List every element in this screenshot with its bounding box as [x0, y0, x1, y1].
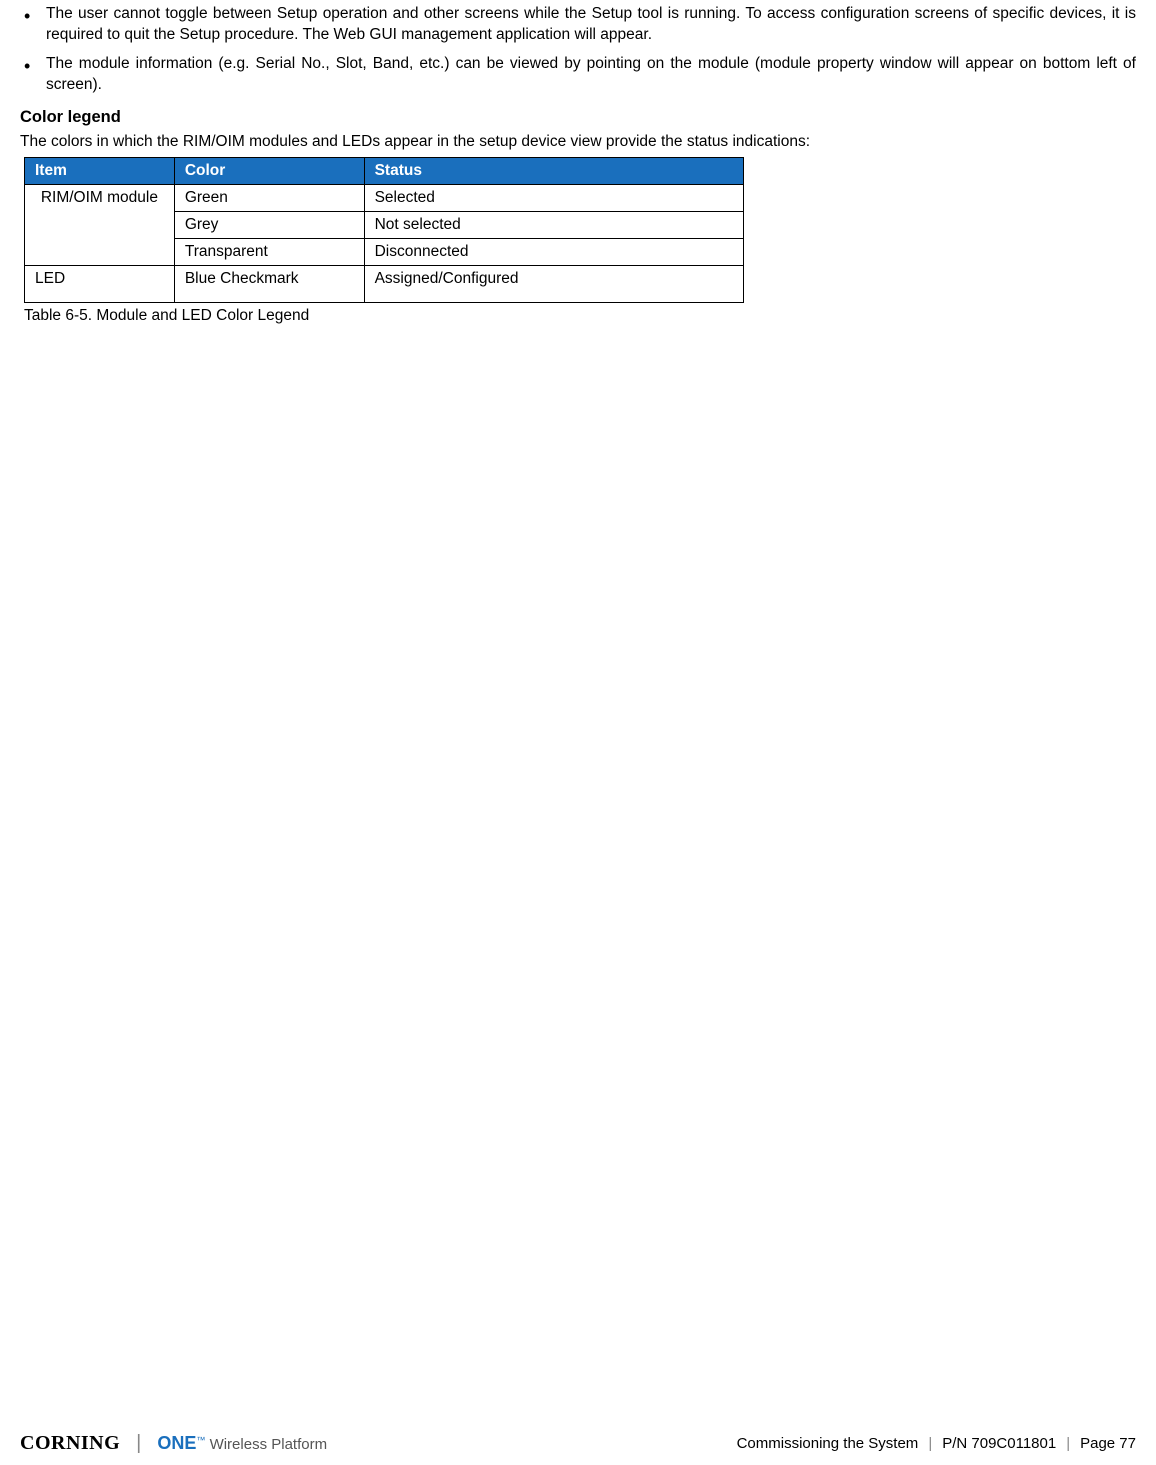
- brand-one: ONE: [157, 1433, 196, 1453]
- page-footer: CORNING | ONE™ Wireless Platform Commiss…: [20, 1432, 1136, 1455]
- brand-corning: CORNING: [20, 1432, 120, 1455]
- table-header-status: Status: [364, 157, 743, 184]
- table-row: LED Blue Checkmark Assigned/Configured: [25, 265, 744, 302]
- table-header-color: Color: [174, 157, 364, 184]
- cell-item: RIM/OIM module: [25, 184, 175, 265]
- footer-divider: |: [928, 1435, 932, 1452]
- section-title: Color legend: [20, 108, 1136, 127]
- brand-platform: Wireless Platform: [210, 1436, 328, 1453]
- intro-text: The colors in which the RIM/OIM modules …: [20, 133, 1136, 151]
- cell-status: Not selected: [364, 211, 743, 238]
- bullet-item: The user cannot toggle between Setup ope…: [20, 4, 1136, 46]
- cell-color: Blue Checkmark: [174, 265, 364, 302]
- cell-status: Disconnected: [364, 238, 743, 265]
- table-row: RIM/OIM module Green Selected: [25, 184, 744, 211]
- table-caption: Table 6-5. Module and LED Color Legend: [24, 307, 1136, 325]
- footer-divider: |: [1066, 1435, 1070, 1452]
- footer-page: Page 77: [1080, 1435, 1136, 1452]
- table-header-row: Item Color Status: [25, 157, 744, 184]
- footer-section: Commissioning the System: [737, 1435, 919, 1452]
- cell-color: Green: [174, 184, 364, 211]
- bullet-item: The module information (e.g. Serial No.,…: [20, 54, 1136, 96]
- footer-brand: CORNING | ONE™ Wireless Platform: [20, 1432, 327, 1455]
- cell-item: LED: [25, 265, 175, 302]
- brand-tm: ™: [196, 1435, 205, 1445]
- brand-one-platform: ONE™ Wireless Platform: [157, 1433, 327, 1454]
- cell-status: Assigned/Configured: [364, 265, 743, 302]
- cell-color: Grey: [174, 211, 364, 238]
- footer-pn: P/N 709C011801: [942, 1435, 1056, 1452]
- bullet-list: The user cannot toggle between Setup ope…: [20, 4, 1136, 96]
- table-header-item: Item: [25, 157, 175, 184]
- brand-separator: |: [136, 1432, 141, 1455]
- cell-status: Selected: [364, 184, 743, 211]
- color-legend-table: Item Color Status RIM/OIM module Green S…: [24, 157, 744, 303]
- footer-meta: Commissioning the System | P/N 709C01180…: [737, 1435, 1136, 1452]
- cell-color: Transparent: [174, 238, 364, 265]
